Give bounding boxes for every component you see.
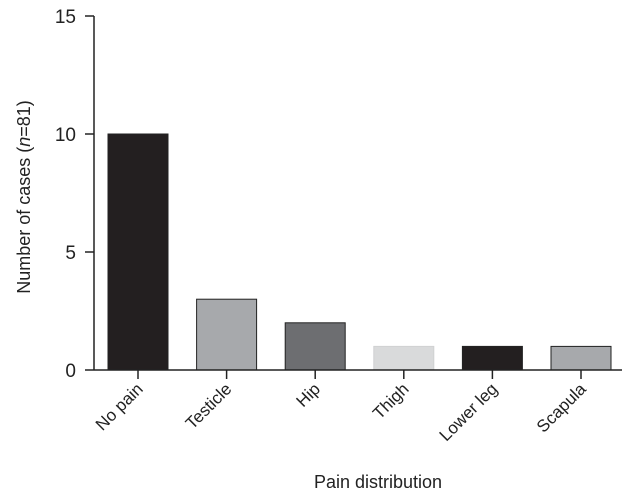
y-axis-ticks: 0 5 10 15 — [55, 7, 94, 382]
bar-thigh — [373, 345, 435, 371]
bars — [107, 133, 612, 371]
bar-hip — [284, 322, 346, 371]
bar-scapula — [550, 345, 612, 371]
y-axis-title-italic: n — [14, 137, 34, 147]
x-tick-label: Testicle — [182, 379, 236, 433]
bar-no-pain — [107, 133, 169, 371]
x-tick-label: Hip — [293, 379, 324, 410]
y-axis-title: Number of cases (n=81) — [14, 100, 34, 294]
x-tick-label: Thigh — [369, 379, 413, 423]
x-tick-label: Lower leg — [436, 379, 502, 445]
bar-lower-leg — [461, 345, 523, 371]
x-axis-title: Pain distribution — [314, 472, 442, 492]
y-axis-title-suffix: =81) — [14, 100, 34, 137]
y-tick-label: 10 — [55, 125, 76, 146]
x-tick-label: No pain — [92, 379, 147, 434]
y-tick-label: 0 — [65, 361, 76, 382]
x-axis-ticks: No pain Testicle Hip Thigh Lower leg Scapula — [92, 370, 590, 445]
bar-testicle — [196, 298, 258, 371]
y-tick-label: 5 — [65, 243, 76, 264]
x-tick-label: Scapula — [533, 379, 590, 436]
y-tick-label: 15 — [55, 7, 76, 28]
y-axis-title-prefix: Number of cases ( — [14, 147, 34, 294]
